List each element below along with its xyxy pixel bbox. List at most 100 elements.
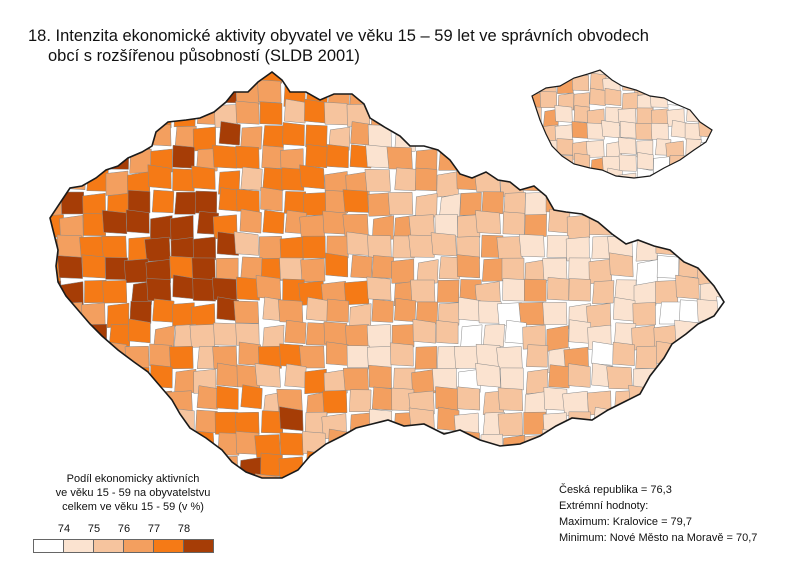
district-cell [618, 172, 637, 178]
district-cell [174, 368, 197, 395]
district-cell [568, 257, 591, 281]
district-cell [57, 302, 84, 326]
district-cell [713, 141, 732, 159]
district-cell [532, 70, 544, 74]
district-cell [670, 76, 688, 95]
district-cell [613, 297, 636, 322]
district-cell [166, 434, 193, 459]
district-cell [629, 72, 655, 81]
district-cell [477, 80, 502, 104]
district-cell [417, 479, 439, 504]
district-cell [172, 168, 195, 192]
district-cell [496, 346, 523, 371]
legend-caption-line-3: celkem ve věku 15 - 59 (v %) [62, 501, 204, 513]
district-cell [86, 80, 109, 104]
district-cell [324, 101, 348, 126]
district-cell [537, 153, 557, 171]
district-cell [371, 299, 394, 323]
legend-swatch-2 [63, 539, 94, 553]
district-cell [345, 324, 370, 348]
district-cell [612, 456, 635, 478]
district-cell [653, 213, 678, 237]
district-cell [146, 122, 172, 147]
district-cell [367, 235, 392, 258]
legend-caption-line-2: ve věku 15 - 59 na obyvatelstvu [55, 487, 211, 499]
district-cell [394, 297, 417, 322]
district-cell [458, 104, 482, 129]
district-cell [365, 79, 391, 104]
district-cell [725, 60, 747, 82]
district-cell [50, 319, 65, 344]
district-cell [411, 369, 436, 395]
district-cell [568, 319, 591, 344]
district-cell [457, 386, 481, 411]
district-cell [234, 411, 260, 435]
district-cell [717, 61, 733, 80]
stats-block: Česká republika = 76,3 Extrémní hodnoty:… [559, 482, 757, 546]
district-cell [539, 91, 557, 109]
district-cell [697, 170, 722, 194]
title-line-1: 18. Intenzita ekonomické aktivity obyvat… [28, 27, 649, 45]
district-cell [518, 302, 545, 326]
district-cell [255, 275, 282, 300]
district-cell [174, 191, 197, 215]
district-cell [717, 123, 724, 147]
district-cell [695, 83, 722, 109]
district-cell [323, 369, 348, 396]
district-cell [368, 364, 392, 389]
district-cell [635, 259, 659, 286]
district-cell [435, 320, 459, 345]
district-cell [548, 451, 571, 476]
district-cell [238, 341, 261, 366]
district-cell [694, 368, 721, 392]
legend-tick-77: 77 [147, 523, 161, 535]
district-cell [191, 257, 216, 281]
title-line-2: obcí s rozšířenou působností (SLDB 2001) [48, 47, 360, 65]
district-cell [699, 388, 723, 412]
district-cell [717, 168, 733, 186]
district-cell [681, 75, 701, 93]
district-cell [84, 365, 107, 389]
district-cell [649, 70, 669, 78]
district-cell [125, 429, 150, 454]
district-cell [650, 172, 669, 178]
legend-swatch-5 [153, 539, 184, 553]
district-cell [305, 124, 328, 148]
district-cell [722, 214, 724, 241]
district-cell [701, 104, 712, 123]
district-cell [196, 148, 219, 172]
district-cell [458, 296, 481, 322]
district-cell [653, 73, 670, 92]
district-cell [590, 170, 614, 195]
legend-caption-line-1: Podíl ekonomicky aktivních [66, 473, 200, 485]
district-cell [305, 144, 328, 169]
district-cell [679, 72, 702, 81]
district-cell [326, 298, 349, 323]
district-cell [299, 164, 325, 190]
inset-map [531, 61, 733, 186]
district-cell [108, 323, 131, 347]
district-cell [216, 362, 239, 388]
district-cell [675, 347, 700, 374]
district-cell [393, 472, 416, 478]
district-cell [240, 166, 263, 191]
district-cell [542, 412, 568, 437]
district-cell [150, 72, 174, 82]
district-cell [630, 412, 656, 438]
district-cell [50, 144, 65, 169]
district-cell [391, 324, 415, 348]
district-cell [698, 406, 722, 431]
district-cell [438, 256, 461, 280]
district-cell [262, 167, 285, 191]
district-cell [302, 235, 326, 259]
district-cell [235, 100, 260, 125]
district-cell [108, 390, 131, 414]
district-cell [519, 474, 546, 478]
district-cell [80, 148, 106, 174]
district-cell [479, 454, 503, 478]
district-cell [480, 479, 502, 503]
district-cell [152, 298, 175, 323]
district-cell [554, 105, 573, 123]
district-cell [262, 209, 285, 234]
district-cell [282, 122, 305, 147]
